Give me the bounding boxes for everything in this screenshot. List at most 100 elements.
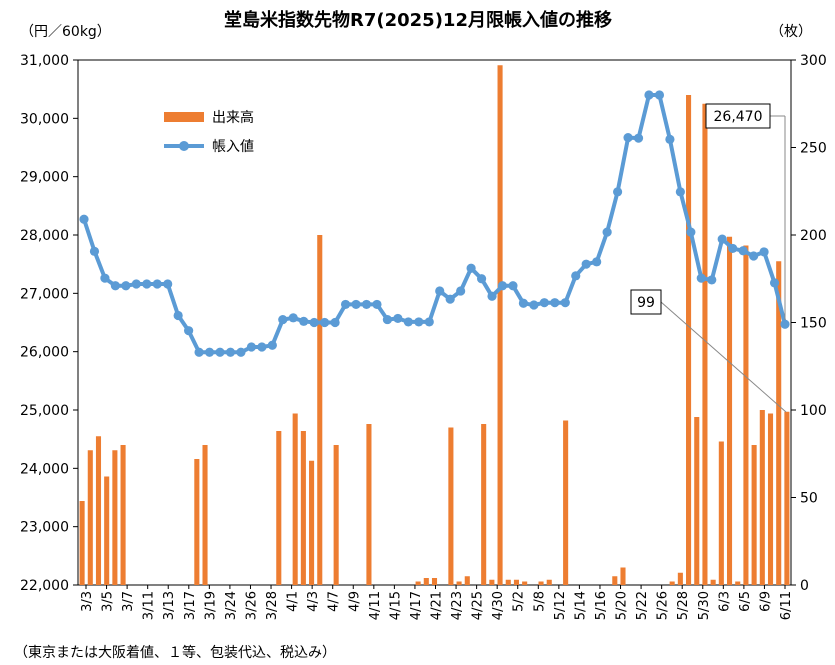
settlement-point xyxy=(215,347,225,357)
volume-bar xyxy=(612,576,618,585)
settlement-point xyxy=(581,259,591,269)
settlement-point xyxy=(351,299,361,310)
volume-bar xyxy=(718,441,724,585)
volume-bar xyxy=(546,579,552,585)
chart-title: 堂島米指数先物R7(2025)12月限帳入値の推移 xyxy=(224,9,612,31)
left-axis-unit: （円／60kg） xyxy=(20,24,111,40)
volume-bar xyxy=(759,410,765,585)
settlement-point xyxy=(110,281,120,291)
x-tick-label: 3/13 xyxy=(162,591,177,620)
settlement-point xyxy=(163,279,173,289)
volume-bar xyxy=(751,445,757,585)
left-tick-label: 24,000 xyxy=(20,461,69,477)
settlement-point xyxy=(152,279,162,289)
right-tick-label: 0 xyxy=(800,578,809,594)
left-tick-label: 22,000 xyxy=(20,578,69,594)
x-tick-label: 4/11 xyxy=(368,591,383,620)
volume-bar xyxy=(431,578,438,585)
volume-bar xyxy=(317,235,323,585)
volume-bar xyxy=(481,424,487,585)
left-tick-label: 31,000 xyxy=(20,53,69,69)
right-axis: 0 50 100 150 200 250 300 xyxy=(791,53,827,594)
volume-bar xyxy=(669,581,675,585)
x-tick-label: 4/17 xyxy=(409,591,424,620)
x-tick-label: 6/9 xyxy=(758,591,773,612)
x-tick-label: 3/28 xyxy=(265,591,280,620)
volume-bar xyxy=(735,581,741,585)
x-tick-label: 5/16 xyxy=(594,591,609,620)
settlement-point xyxy=(602,227,612,237)
volume-bar xyxy=(784,411,790,585)
callout-volume: 99 xyxy=(630,289,787,413)
volume-bar xyxy=(309,460,315,585)
settlement-point xyxy=(320,317,330,328)
right-tick-label: 250 xyxy=(800,141,827,157)
callout-volume-box xyxy=(630,289,662,315)
right-tick-label: 300 xyxy=(800,53,827,69)
legend: 出来高 帳入値 xyxy=(158,100,276,164)
settlement-point xyxy=(131,279,141,289)
settlement-point xyxy=(633,133,644,143)
legend-volume-swatch xyxy=(164,112,204,122)
x-tick-label: 3/17 xyxy=(183,591,198,620)
settlement-point xyxy=(340,299,351,310)
settlement-point xyxy=(309,317,319,328)
x-tick-label: 5/20 xyxy=(615,591,630,620)
volume-bar xyxy=(743,245,749,585)
volume-bar xyxy=(620,567,626,585)
settlement-point xyxy=(696,273,706,283)
settlement-point xyxy=(466,263,476,273)
volume-bar xyxy=(333,445,339,585)
x-tick-label: 6/3 xyxy=(717,591,732,612)
x-tick-label: 4/15 xyxy=(388,591,403,620)
settlement-point xyxy=(194,347,204,357)
volume-bar xyxy=(767,413,774,585)
settlement-point xyxy=(456,286,466,296)
x-tick-label: 3/24 xyxy=(224,591,239,620)
legend-box xyxy=(158,100,276,164)
settlement-point xyxy=(414,317,424,327)
x-tick-label: 4/7 xyxy=(327,591,342,612)
settlement-point xyxy=(382,314,393,325)
settlement-point xyxy=(738,246,748,256)
x-tick-label: 3/19 xyxy=(203,591,218,620)
right-axis-unit: （枚） xyxy=(770,24,812,40)
settlement-point xyxy=(445,294,455,304)
settlement-point xyxy=(665,134,675,144)
volume-bar xyxy=(694,417,700,585)
volume-bar xyxy=(79,501,85,585)
x-tick-label: 4/1 xyxy=(286,591,301,612)
right-tick-label: 100 xyxy=(800,403,827,419)
volume-bars xyxy=(79,65,790,585)
volume-bar xyxy=(464,576,470,585)
x-tick-label: 4/21 xyxy=(430,591,445,620)
settlement-point xyxy=(299,316,309,326)
footnote: （東京または大阪着値、１等、包装代込、税込み） xyxy=(14,644,336,661)
volume-bar xyxy=(194,459,200,585)
x-tick-label: 4/23 xyxy=(450,591,465,620)
x-tick-label: 5/28 xyxy=(676,591,691,620)
x-tick-label: 3/3 xyxy=(80,591,95,612)
x-tick-label: 4/3 xyxy=(306,591,321,612)
volume-bar xyxy=(505,579,511,585)
x-tick-label: 4/25 xyxy=(471,591,486,620)
settlement-point xyxy=(435,286,445,296)
legend-settlement-label: 帳入値 xyxy=(212,139,254,155)
x-tick-label: 5/22 xyxy=(635,591,650,620)
volume-bar xyxy=(710,579,716,585)
settlement-point xyxy=(592,257,602,267)
settlement-point xyxy=(184,326,194,336)
settlement-point xyxy=(707,275,717,285)
settlement-point xyxy=(675,187,685,197)
x-tick-label: 5/12 xyxy=(553,591,568,620)
callout-settlement-box xyxy=(705,103,771,129)
settlement-line xyxy=(79,90,790,357)
settlement-point xyxy=(518,298,529,308)
volume-bar xyxy=(300,431,306,585)
volume-bar xyxy=(112,450,118,585)
left-tick-label: 26,000 xyxy=(20,345,69,361)
x-axis: 3/3 3/5 3/7 3/11 3/13 3/17 3/19 3/24 3/26 3/28 4/1… xyxy=(80,585,794,620)
volume-bar xyxy=(489,579,495,585)
volume-bar xyxy=(423,578,429,585)
volume-bar xyxy=(95,436,102,585)
